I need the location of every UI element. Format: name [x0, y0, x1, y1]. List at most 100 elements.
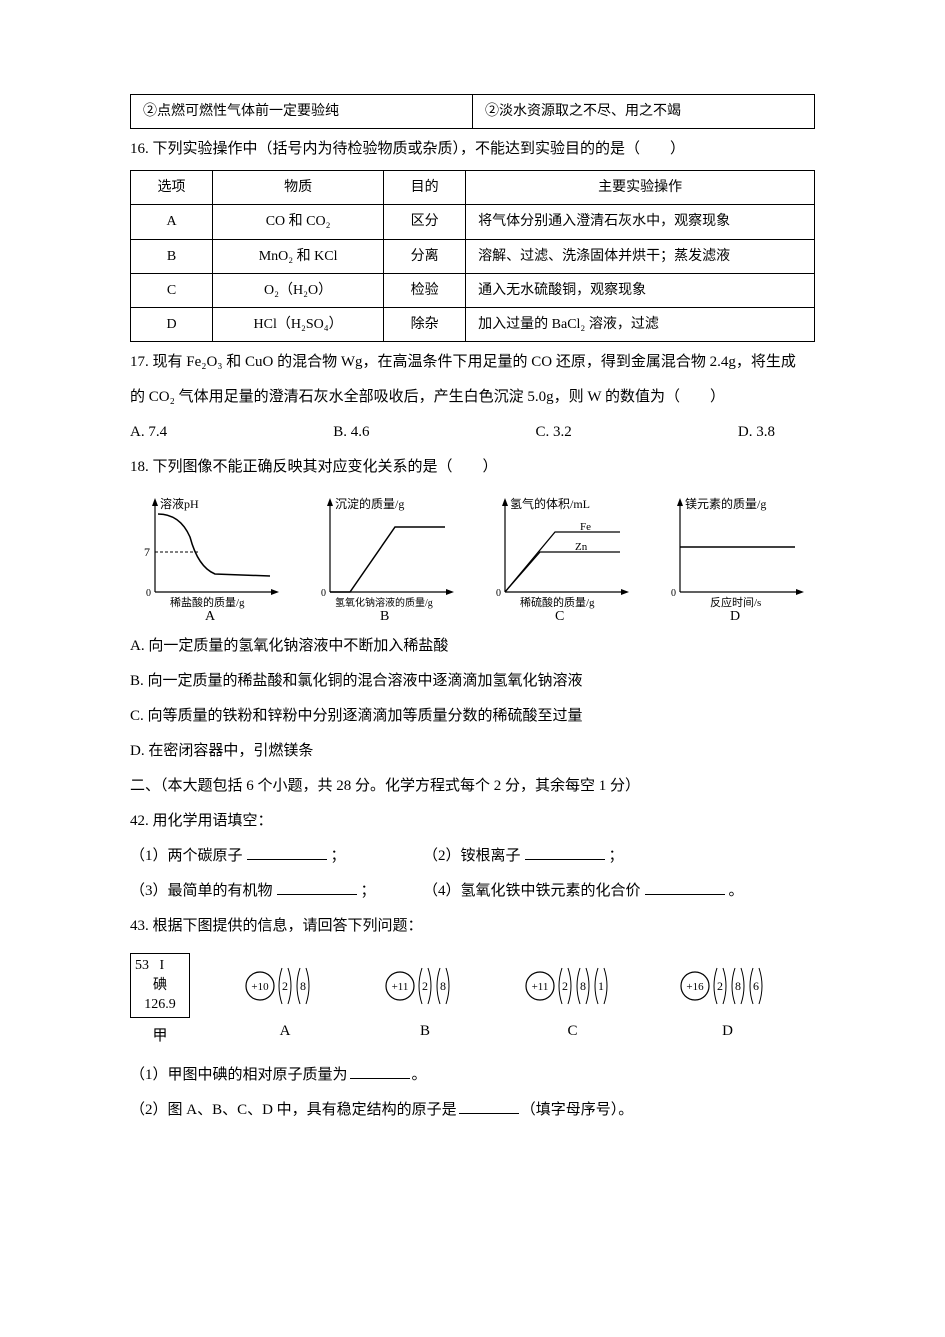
blank — [350, 1064, 410, 1079]
blank — [277, 880, 357, 895]
blank — [459, 1099, 519, 1114]
svg-text:溶液pH: 溶液pH — [160, 496, 199, 511]
q43-p2: （2）图 A、B、C、D 中，具有稳定结构的原子是 （填字母序号）。 — [130, 1094, 815, 1127]
q17-stem1: 17. 现有 Fe₂O₃ 和 CuO 的混合物 Wg，在高温条件下用足量的 CO… — [130, 346, 815, 379]
q16-r0c3: 将气体分别通入澄清石灰水中，观察现象 — [466, 205, 815, 239]
top-cell-left: ②点燃可燃性气体前一定要验纯 — [131, 95, 473, 129]
svg-text:+11: +11 — [532, 981, 549, 993]
q17-optA: A. 7.4 — [130, 416, 167, 449]
svg-text:8: 8 — [735, 979, 741, 993]
elem-num: 53 — [135, 958, 149, 973]
q42-4a: （4）氢氧化铁中铁元素的化合价 — [423, 883, 641, 899]
atom-a-label: A — [280, 1015, 291, 1048]
svg-text:Fe: Fe — [580, 521, 591, 533]
svg-text:0: 0 — [146, 588, 151, 599]
q43-2b: （填字母序号）。 — [521, 1102, 634, 1118]
svg-text:8: 8 — [580, 979, 586, 993]
atom-a: +10 2 8 A — [240, 958, 330, 1048]
atom-b-label: B — [420, 1015, 430, 1048]
q16-r2c3: 通入无水硫酸铜，观察现象 — [466, 273, 815, 307]
atom-c: +11 2 8 1 C — [520, 958, 625, 1048]
elem-sym: I — [160, 958, 165, 973]
svg-text:+16: +16 — [686, 981, 704, 993]
elem-name: 碘 — [131, 976, 189, 996]
svg-text:C: C — [555, 609, 564, 622]
chart-c: 氢气的体积/mL Fe Zn 0 稀硫酸的质量/g C — [480, 492, 640, 622]
blank — [525, 845, 605, 860]
svg-text:0: 0 — [671, 588, 676, 599]
q42-3b: ； — [361, 883, 376, 899]
svg-text:0: 0 — [496, 588, 501, 599]
blank — [645, 880, 725, 895]
q16-stem: 16. 下列实验操作中（括号内为待检验物质或杂质），不能达到实验目的的是（ ） — [130, 133, 815, 166]
svg-text:Zn: Zn — [575, 541, 588, 553]
q16-h0: 选项 — [131, 171, 213, 205]
q16-h3: 主要实验操作 — [466, 171, 815, 205]
elem-label: 甲 — [152, 1020, 167, 1053]
element-card: 53 I 碘 126.9 — [130, 953, 190, 1018]
svg-text:D: D — [730, 609, 740, 622]
q17-optD: D. 3.8 — [738, 416, 775, 449]
blank — [247, 845, 327, 860]
chart-b: 沉淀的质量/g 0 氢氧化钠溶液的质量/g B — [305, 492, 465, 622]
q42-line2: （3）最简单的有机物； （4）氢氧化铁中铁元素的化合价。 — [130, 875, 815, 908]
q17-stem2: 的 CO₂ 气体用足量的澄清石灰水全部吸收后，产生白色沉淀 5.0g，则 W 的… — [130, 381, 815, 414]
atom-b: +11 2 8 B — [380, 958, 470, 1048]
q16-r3c1: HCl（H₂SO₄） — [213, 307, 384, 341]
section2-heading: 二、（本大题包括 6 个小题，共 28 分。化学方程式每个 2 分，其余每空 1… — [130, 770, 815, 803]
chart-a: 溶液pH 7 0 稀盐酸的质量/g A — [130, 492, 290, 622]
q16-r1c3: 溶解、过滤、洗涤固体并烘干；蒸发滤液 — [466, 239, 815, 273]
q42-2a: （2）铵根离子 — [423, 848, 521, 864]
q18-charts: 溶液pH 7 0 稀盐酸的质量/g A 沉淀的质量/g 0 氢氧化钠溶液的质量/… — [130, 492, 815, 622]
q43-2a: （2）图 A、B、C、D 中，具有稳定结构的原子是 — [130, 1102, 457, 1118]
q18-optB: B. 向一定质量的稀盐酸和氯化铜的混合溶液中逐滴滴加氢氧化钠溶液 — [130, 665, 815, 698]
svg-text:1: 1 — [598, 979, 604, 993]
q43-stem: 43. 根据下图提供的信息，请回答下列问题： — [130, 910, 815, 943]
q16-h1: 物质 — [213, 171, 384, 205]
q16-r3c0: D — [131, 307, 213, 341]
chart-d: 镁元素的质量/g 0 反应时间/s D — [655, 492, 815, 622]
q42-1b: ； — [331, 848, 346, 864]
atom-c-label: C — [567, 1015, 577, 1048]
q42-stem: 42. 用化学用语填空： — [130, 805, 815, 838]
q42-3a: （3）最简单的有机物 — [130, 883, 273, 899]
q16-h2: 目的 — [384, 171, 466, 205]
q16-r2c2: 检验 — [384, 273, 466, 307]
q16-r1c0: B — [131, 239, 213, 273]
q16-r0c2: 区分 — [384, 205, 466, 239]
q43-1a: （1）甲图中碘的相对原子质量为 — [130, 1067, 348, 1083]
q16-r1c2: 分离 — [384, 239, 466, 273]
q43-diagrams: 53 I 碘 126.9 甲 +10 2 8 A +11 2 8 — [130, 953, 815, 1053]
q43-1b: 。 — [412, 1067, 427, 1083]
svg-text:反应时间/s: 反应时间/s — [710, 595, 761, 609]
svg-text:2: 2 — [282, 979, 288, 993]
q17-optC: C. 3.2 — [536, 416, 572, 449]
q16-r2c1: O₂（H₂O） — [213, 273, 384, 307]
svg-text:2: 2 — [422, 979, 428, 993]
svg-text:8: 8 — [440, 979, 446, 993]
atom-d-label: D — [722, 1015, 733, 1048]
q18-optA: A. 向一定质量的氢氧化钠溶液中不断加入稀盐酸 — [130, 630, 815, 663]
q18-optC: C. 向等质量的铁粉和锌粉中分别逐滴滴加等质量分数的稀硫酸至过量 — [130, 700, 815, 733]
top-cell-right: ②淡水资源取之不尽、用之不竭 — [473, 95, 815, 129]
q42-line1: （1）两个碳原子； （2）铵根离子； — [130, 840, 815, 873]
svg-text:镁元素的质量/g: 镁元素的质量/g — [685, 496, 766, 511]
svg-text:+11: +11 — [392, 981, 409, 993]
q43-p1: （1）甲图中碘的相对原子质量为 。 — [130, 1059, 815, 1092]
q16-table: 选项 物质 目的 主要实验操作 A CO 和 CO₂ 区分 将气体分别通入澄清石… — [130, 170, 815, 342]
q16-r0c0: A — [131, 205, 213, 239]
svg-text:0: 0 — [321, 588, 326, 599]
element-card-col: 53 I 碘 126.9 甲 — [130, 953, 190, 1053]
svg-text:6: 6 — [753, 979, 759, 993]
atom-d: +16 2 8 6 D — [675, 958, 780, 1048]
svg-text:B: B — [380, 609, 389, 622]
svg-text:8: 8 — [300, 979, 306, 993]
q42-1a: （1）两个碳原子 — [130, 848, 243, 864]
q18-optD: D. 在密闭容器中，引燃镁条 — [130, 735, 815, 768]
svg-text:A: A — [205, 609, 216, 622]
svg-text:氢气的体积/mL: 氢气的体积/mL — [510, 496, 590, 511]
svg-text:7: 7 — [144, 545, 150, 559]
q16-r2c0: C — [131, 273, 213, 307]
svg-text:氢氧化钠溶液的质量/g: 氢氧化钠溶液的质量/g — [335, 596, 433, 609]
q17-options: A. 7.4 B. 4.6 C. 3.2 D. 3.8 — [130, 416, 815, 449]
